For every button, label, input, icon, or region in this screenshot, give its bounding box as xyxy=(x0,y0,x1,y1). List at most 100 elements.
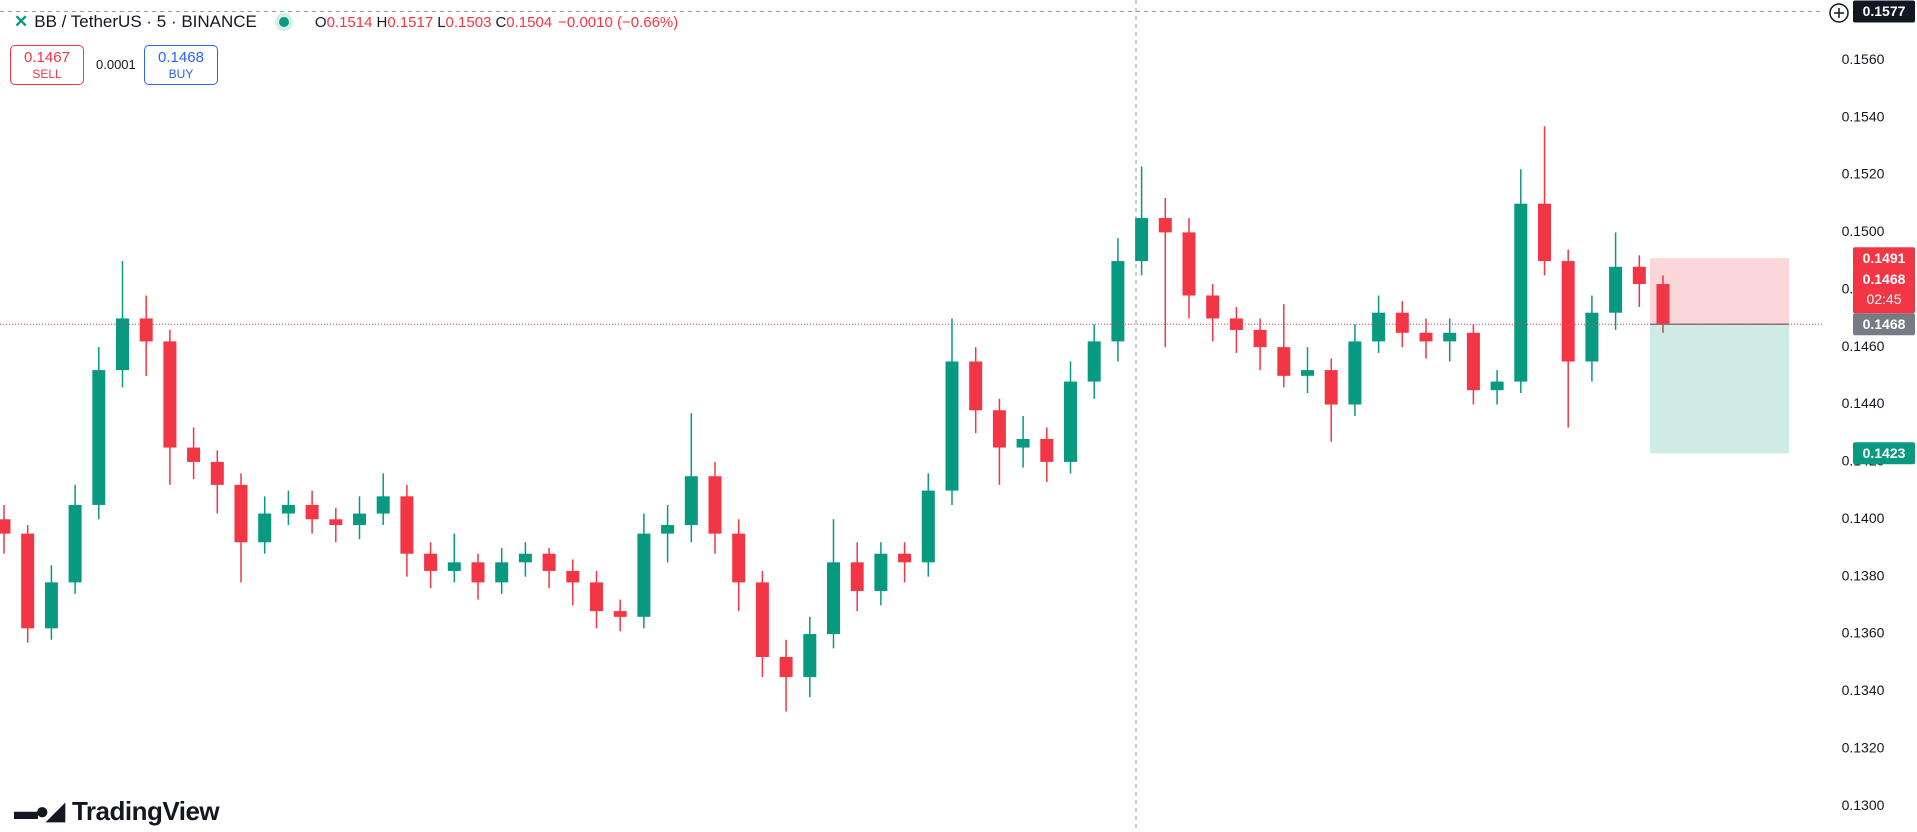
ohlc-key: C xyxy=(495,13,507,31)
candle-body xyxy=(1514,203,1528,382)
status-dot xyxy=(278,17,289,27)
candle-body xyxy=(1158,218,1172,233)
y-tick-label: 0.1520 xyxy=(1842,166,1885,182)
candle-body xyxy=(116,318,129,371)
candle-body xyxy=(827,562,840,635)
ohlc-key: L xyxy=(437,13,446,31)
price-marker xyxy=(1853,247,1915,270)
candle-body xyxy=(542,553,556,571)
candle-body xyxy=(92,370,106,505)
candle-body xyxy=(945,361,959,491)
buy-button[interactable]: 0.1468 BUY xyxy=(144,45,218,85)
candle-body xyxy=(234,484,248,543)
candle-body xyxy=(305,504,319,520)
candle-body xyxy=(0,519,11,534)
candle-body xyxy=(850,562,864,592)
price-marker xyxy=(1853,0,1915,23)
candle-body xyxy=(1372,312,1386,342)
candle-body xyxy=(187,447,201,462)
ohlc-value: 0.1504 xyxy=(506,13,553,31)
candle-body xyxy=(518,553,532,563)
candle-body xyxy=(874,553,888,592)
candle-body xyxy=(1348,341,1362,405)
price-marker-label: 0.1577 xyxy=(1863,3,1906,19)
candle-body xyxy=(44,582,58,629)
y-tick-label: 0.1400 xyxy=(1842,510,1885,526)
candle-body xyxy=(803,634,817,678)
price-marker-label: 0.1491 xyxy=(1863,250,1906,266)
price-marker xyxy=(1853,313,1915,336)
ohlc-key: O xyxy=(314,13,327,31)
candle-body xyxy=(1182,232,1196,296)
sell-button[interactable]: 0.1467 SELL xyxy=(10,45,84,85)
symbol[interactable]: BB / TetherUS · 5 · BINANCE xyxy=(34,12,257,31)
candle-body xyxy=(258,513,272,543)
candle-body xyxy=(992,410,1006,448)
stop-zone xyxy=(1650,258,1789,325)
y-tick-label: 0.1460 xyxy=(1842,338,1885,354)
candle-body xyxy=(1490,381,1504,391)
candle-body xyxy=(1206,295,1220,319)
ohlc-key: H xyxy=(376,13,388,31)
candle-body xyxy=(21,533,35,629)
y-tick-label: 0.1440 xyxy=(1842,395,1885,411)
candle-body xyxy=(684,476,698,526)
candle-body xyxy=(353,513,366,526)
candle-body xyxy=(1064,381,1077,462)
price-marker xyxy=(1853,442,1915,465)
candle-body xyxy=(755,582,769,657)
y-tick-label: 0.1380 xyxy=(1842,567,1885,583)
candle-body xyxy=(1016,438,1030,448)
candle-body xyxy=(1419,332,1433,342)
candle-body xyxy=(637,533,651,617)
candle-body xyxy=(1656,284,1670,325)
buy-price: 0.1468 xyxy=(158,49,204,66)
y-tick-label: 0.1540 xyxy=(1842,108,1885,124)
candle-body xyxy=(1395,312,1409,333)
candle-body xyxy=(613,611,627,617)
candle-body xyxy=(1301,370,1314,376)
sell-price: 0.1467 xyxy=(24,49,70,66)
candle-body xyxy=(708,476,722,534)
logo: ▬●◢ xyxy=(14,798,65,825)
candle-body xyxy=(661,525,675,534)
candle-body xyxy=(495,562,509,583)
countdown: 02:45 xyxy=(1866,291,1901,307)
candle-body xyxy=(969,361,983,411)
candle-body xyxy=(210,461,224,485)
candle-body xyxy=(471,562,485,583)
candle-body xyxy=(1466,332,1480,391)
candle-body xyxy=(1632,266,1646,285)
candle-body xyxy=(921,490,935,563)
candle-body xyxy=(1277,347,1291,376)
spread: 0.0001 xyxy=(96,57,136,72)
candle-body xyxy=(590,582,603,612)
candle-body xyxy=(1040,438,1054,462)
y-tick-label: 0.1360 xyxy=(1842,625,1885,641)
candle-body xyxy=(163,341,177,448)
symbol-icon: ✕ xyxy=(14,12,29,31)
candle-body xyxy=(1253,329,1267,348)
target-zone xyxy=(1650,324,1789,454)
candle-body xyxy=(1443,332,1457,342)
brand-name: TradingView xyxy=(71,796,220,826)
sell-label: SELL xyxy=(32,67,62,81)
candle-body xyxy=(779,656,793,678)
y-tick-label: 0.1560 xyxy=(1842,51,1885,67)
price-marker xyxy=(1853,267,1915,314)
candle-body xyxy=(898,553,912,563)
change: −0.0010 (−0.66%) xyxy=(558,13,679,31)
candle-body xyxy=(1538,203,1551,262)
candle-body xyxy=(68,504,82,583)
ohlc-value: 0.1503 xyxy=(445,13,492,31)
candle-body xyxy=(732,533,746,583)
y-tick-label: 0.1320 xyxy=(1842,740,1885,756)
price-marker-label: 0.1468 xyxy=(1863,316,1906,332)
branding: ▬●◢ TradingView xyxy=(14,796,220,827)
plus-icon xyxy=(1834,8,1844,18)
candle-body xyxy=(1585,312,1599,362)
candle-body xyxy=(447,562,461,571)
y-tick-label: 0.1300 xyxy=(1842,797,1885,813)
y-tick-label: 0.1500 xyxy=(1842,223,1885,239)
